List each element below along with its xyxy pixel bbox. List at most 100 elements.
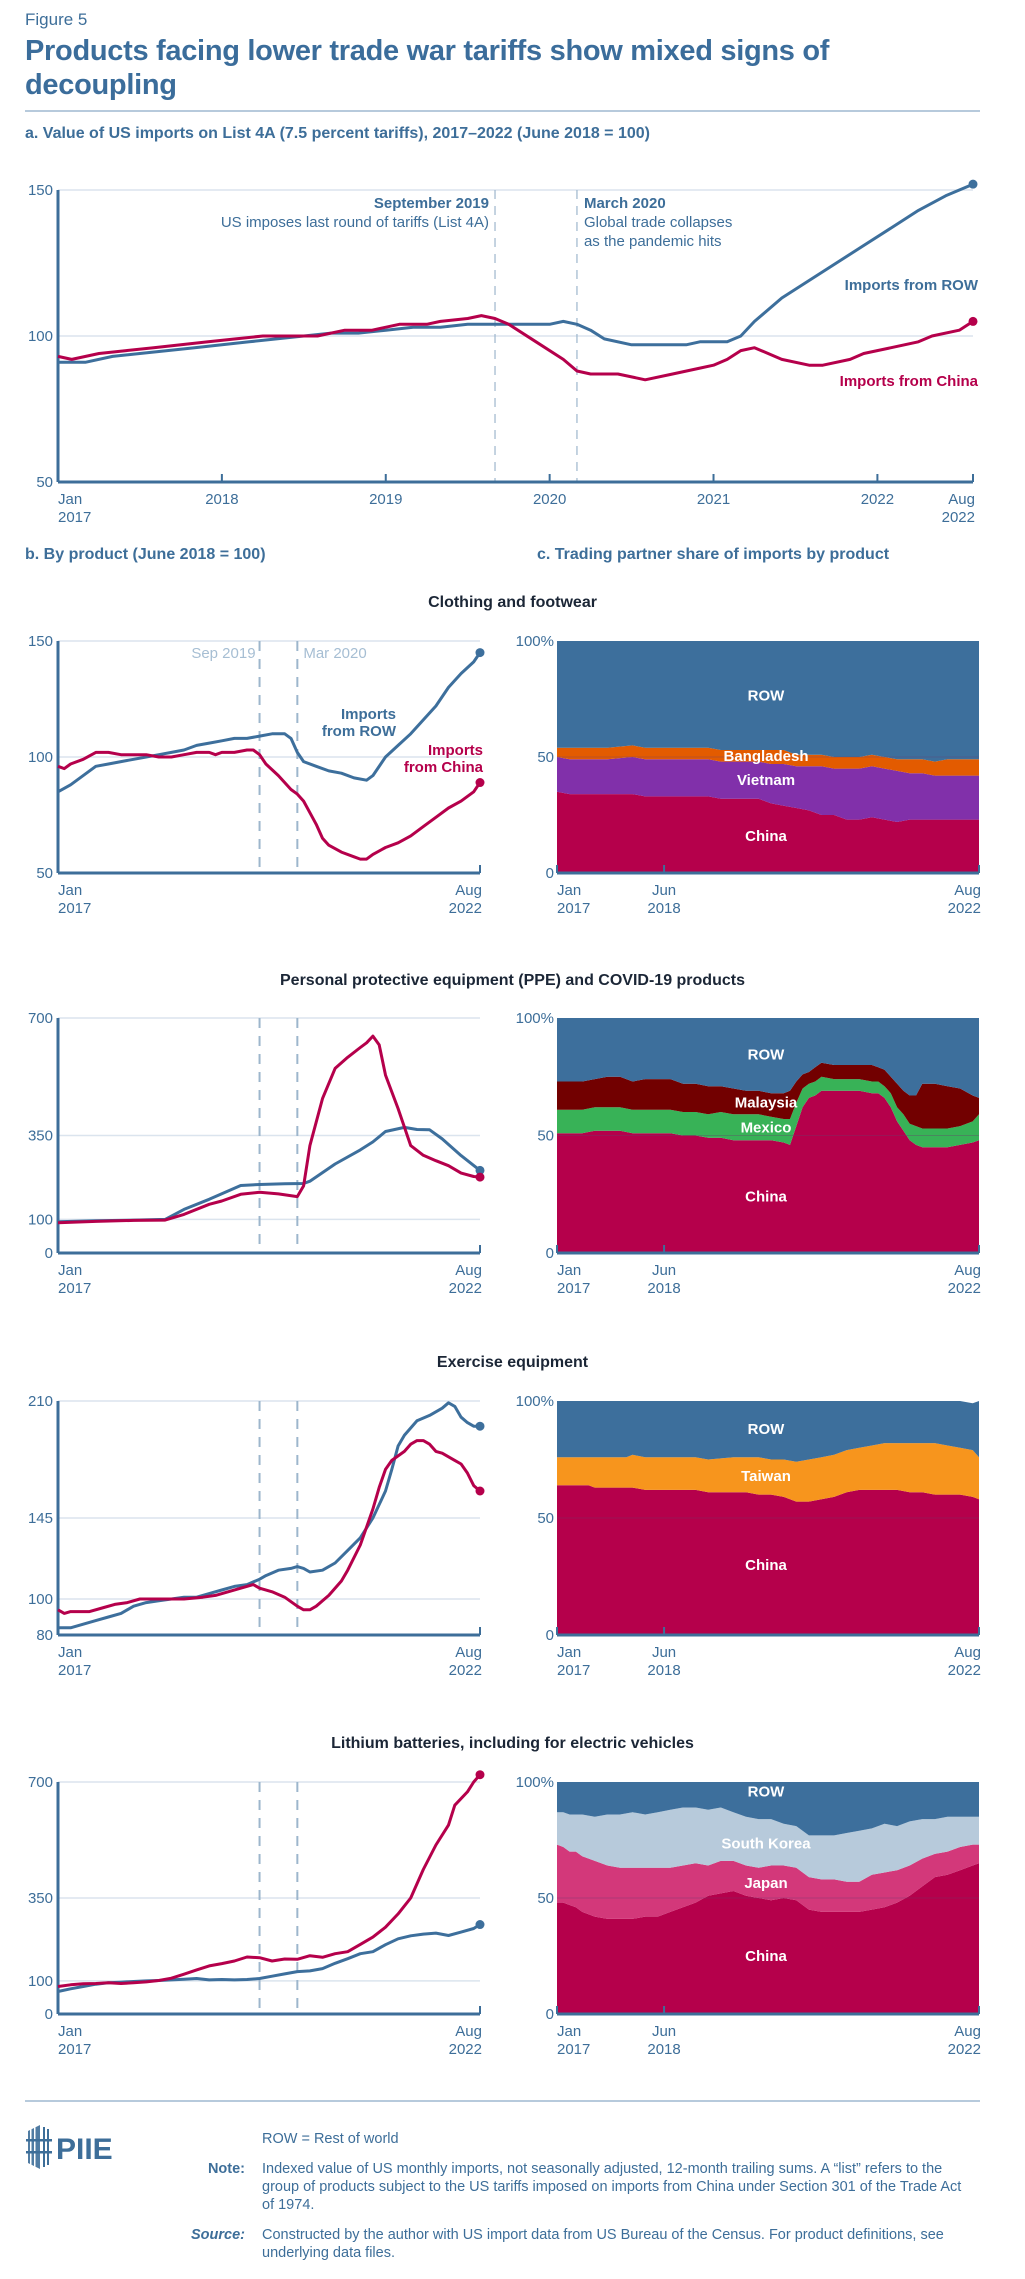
series-end-marker bbox=[475, 1421, 485, 1431]
series-line-china bbox=[57, 1773, 482, 1988]
x-tick-label: 2022 bbox=[449, 1280, 482, 1297]
x-tick-label: 2019 bbox=[369, 491, 402, 508]
y-tick-label: 100 bbox=[28, 1591, 53, 1608]
piie-logo: PIIE bbox=[26, 2125, 136, 2174]
series-end-marker bbox=[475, 1920, 485, 1930]
panel-b-title: b. By product (June 2018 = 100) bbox=[25, 546, 266, 563]
series-label-china: Imports from China bbox=[840, 373, 979, 390]
event-label: Sep 2019 bbox=[191, 645, 255, 662]
area-row bbox=[557, 1782, 979, 1836]
y-tick-label: 150 bbox=[28, 182, 53, 199]
series-end-marker bbox=[475, 1770, 485, 1780]
event-annotation-title: September 2019 bbox=[374, 195, 489, 212]
y-tick-label: 50 bbox=[537, 1890, 554, 1907]
x-tick-label: Aug bbox=[954, 1644, 981, 1661]
y-tick-label: 100 bbox=[28, 1211, 53, 1228]
area-south-korea bbox=[557, 1807, 979, 1882]
figure-label: Figure 5 bbox=[25, 10, 88, 29]
source-text: Constructed by the author with US import… bbox=[262, 2227, 944, 2261]
event-annotation-title: March 2020 bbox=[584, 195, 666, 212]
x-tick-label: 2021 bbox=[697, 491, 730, 508]
piie-logo-text: PIIE bbox=[56, 2133, 113, 2166]
x-tick-label: Jun bbox=[652, 1262, 676, 1279]
area-vietnam bbox=[557, 757, 979, 822]
series-end-marker bbox=[475, 1172, 485, 1182]
area-label-vietnam: Vietnam bbox=[737, 772, 795, 789]
event-annotation-text: Global trade collapses bbox=[584, 214, 732, 231]
area-label-china: China bbox=[745, 828, 787, 845]
series-line-china bbox=[57, 1034, 481, 1225]
area-label-row: ROW bbox=[748, 1421, 786, 1438]
product-title-clothing: Clothing and footwear bbox=[428, 594, 597, 611]
series-end-marker bbox=[475, 1165, 485, 1175]
series-line-china bbox=[57, 1439, 481, 1615]
x-tick-label: 2018 bbox=[647, 2041, 680, 2058]
series-label-row: Imports from ROW bbox=[845, 277, 979, 294]
series-end-marker bbox=[968, 316, 978, 326]
x-tick-label: 2022 bbox=[449, 2041, 482, 2058]
x-tick-label: 2018 bbox=[647, 1280, 680, 1297]
x-tick-label: Jan bbox=[58, 882, 82, 899]
x-tick-label: 2022 bbox=[948, 2041, 981, 2058]
x-tick-label: 2017 bbox=[58, 2041, 91, 2058]
series-end-marker bbox=[475, 648, 485, 658]
source-label: Source: bbox=[191, 2227, 245, 2243]
area-label-row: ROW bbox=[748, 1046, 786, 1063]
x-tick-label: 2017 bbox=[58, 1662, 91, 1679]
area-row bbox=[557, 1401, 979, 1462]
x-tick-label: Aug bbox=[455, 1644, 482, 1661]
series-line-china bbox=[57, 748, 482, 861]
area-label-japan: Japan bbox=[744, 1875, 787, 1892]
series-label-china: Imports bbox=[428, 742, 483, 759]
series-end-marker bbox=[968, 179, 978, 189]
area-mexico bbox=[557, 1076, 979, 1148]
x-tick-label: 2017 bbox=[557, 1280, 590, 1297]
y-tick-label: 100% bbox=[516, 1393, 554, 1410]
y-tick-label: 100% bbox=[516, 1774, 554, 1791]
panel-c-title: c. Trading partner share of imports by p… bbox=[537, 546, 890, 563]
y-tick-label: 0 bbox=[546, 1245, 554, 1262]
x-tick-label: Aug bbox=[455, 1262, 482, 1279]
x-tick-label: Aug bbox=[954, 2023, 981, 2040]
panel-a-title: a. Value of US imports on List 4A (7.5 p… bbox=[25, 125, 650, 142]
y-tick-label: 350 bbox=[28, 1128, 53, 1145]
area-japan bbox=[557, 1844, 979, 1919]
area-china bbox=[557, 791, 979, 873]
x-tick-label: Jan bbox=[557, 1262, 581, 1279]
area-label-taiwan: Taiwan bbox=[741, 1468, 791, 1485]
y-tick-label: 80 bbox=[36, 1627, 53, 1644]
x-tick-label: 2022 bbox=[861, 491, 894, 508]
x-tick-label: Jan bbox=[58, 2023, 82, 2040]
series-line-row bbox=[57, 651, 482, 794]
x-tick-label: Jan bbox=[557, 1644, 581, 1661]
y-tick-label: 100 bbox=[28, 328, 53, 345]
x-tick-label: Jun bbox=[652, 882, 676, 899]
y-tick-label: 0 bbox=[45, 2006, 53, 2023]
area-malaysia bbox=[557, 1062, 979, 1129]
area-label-mexico: Mexico bbox=[741, 1119, 792, 1136]
product-title-exercise: Exercise equipment bbox=[436, 1354, 589, 1371]
footnote-note: Note: Indexed value of US monthly import… bbox=[0, 2160, 1025, 2220]
x-tick-label: 2017 bbox=[557, 900, 590, 917]
area-label-malaysia: Malaysia bbox=[735, 1095, 798, 1112]
x-tick-label: 2018 bbox=[205, 491, 238, 508]
x-tick-label: Jun bbox=[652, 1644, 676, 1661]
y-tick-label: 0 bbox=[546, 1627, 554, 1644]
y-tick-label: 700 bbox=[28, 1010, 53, 1027]
figure-title: Products facing lower trade war tariffs … bbox=[25, 35, 830, 101]
area-china bbox=[557, 1485, 979, 1635]
event-annotation-text: as the pandemic hits bbox=[584, 233, 722, 250]
area-bangladesh bbox=[557, 745, 979, 776]
x-tick-label: Jan bbox=[557, 2023, 581, 2040]
product-title-ppe: Personal protective equipment (PPE) and … bbox=[280, 972, 745, 989]
series-line-row bbox=[58, 182, 974, 364]
series-label-row: Imports bbox=[341, 706, 396, 723]
y-tick-label: 0 bbox=[45, 1245, 53, 1262]
y-tick-label: 50 bbox=[537, 1128, 554, 1145]
area-label-south-korea: South Korea bbox=[721, 1835, 811, 1852]
x-tick-label: Aug bbox=[455, 882, 482, 899]
x-tick-label: 2017 bbox=[557, 1662, 590, 1679]
x-tick-label: 2022 bbox=[948, 1662, 981, 1679]
